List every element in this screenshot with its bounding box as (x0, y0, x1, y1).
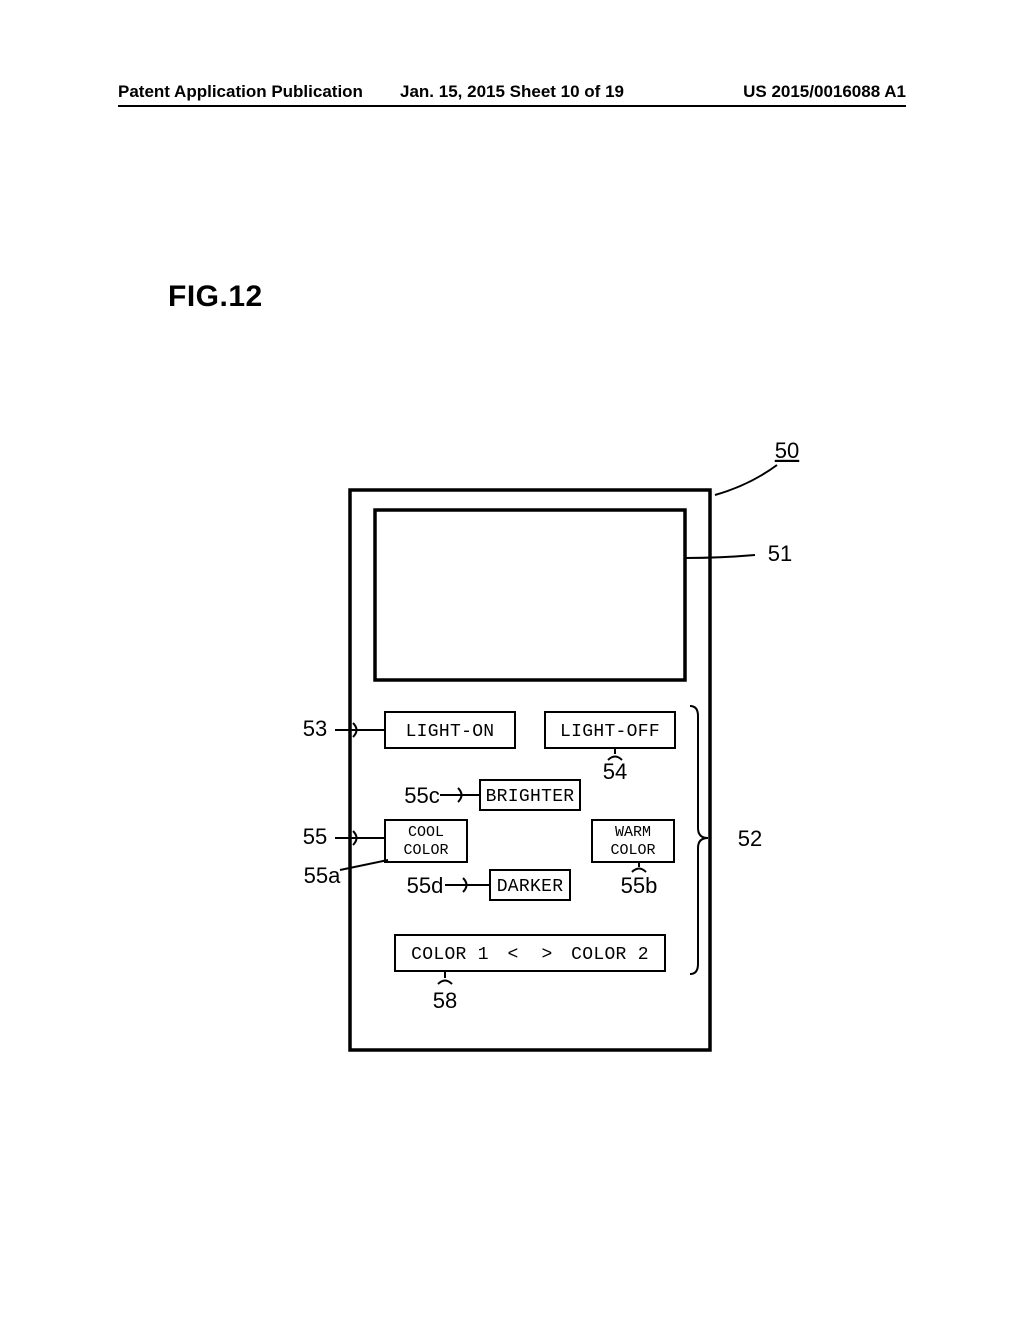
ref-54: 54 (603, 759, 627, 784)
display-screen (375, 510, 685, 680)
lead-50 (715, 465, 777, 495)
darker-label: DARKER (497, 877, 564, 897)
cool-line1: COOL (408, 824, 444, 841)
warm-line2: COLOR (610, 842, 655, 859)
light-off-label: LIGHT-OFF (560, 722, 660, 742)
figure-canvas: LIGHT-ON LIGHT-OFF BRIGHTER COOL COLOR W… (240, 440, 830, 1090)
warm-line1: WARM (615, 824, 651, 841)
ref-55b: 55b (621, 873, 658, 898)
header-rule (118, 105, 906, 107)
header-right: US 2015/0016088 A1 (743, 82, 906, 102)
color2-label: COLOR 2 (571, 945, 649, 965)
figure-label: FIG.12 (168, 280, 263, 314)
ref-55a: 55a (304, 863, 341, 888)
ref-51: 51 (768, 541, 792, 566)
chevron-left-icon: < (507, 945, 518, 965)
ref-55d: 55d (407, 873, 444, 898)
chevron-right-icon: > (541, 945, 552, 965)
page-header: Patent Application Publication Jan. 15, … (0, 82, 1024, 102)
ref-55c: 55c (404, 783, 439, 808)
ref-55: 55 (303, 824, 327, 849)
color1-label: COLOR 1 (411, 945, 489, 965)
header-left: Patent Application Publication (118, 82, 363, 102)
cool-line2: COLOR (403, 842, 448, 859)
ref-52: 52 (738, 826, 762, 851)
ref-53: 53 (303, 716, 327, 741)
ref-58: 58 (433, 988, 457, 1013)
brighter-label: BRIGHTER (486, 787, 575, 807)
light-on-label: LIGHT-ON (406, 722, 495, 742)
ref-50: 50 (775, 438, 799, 463)
